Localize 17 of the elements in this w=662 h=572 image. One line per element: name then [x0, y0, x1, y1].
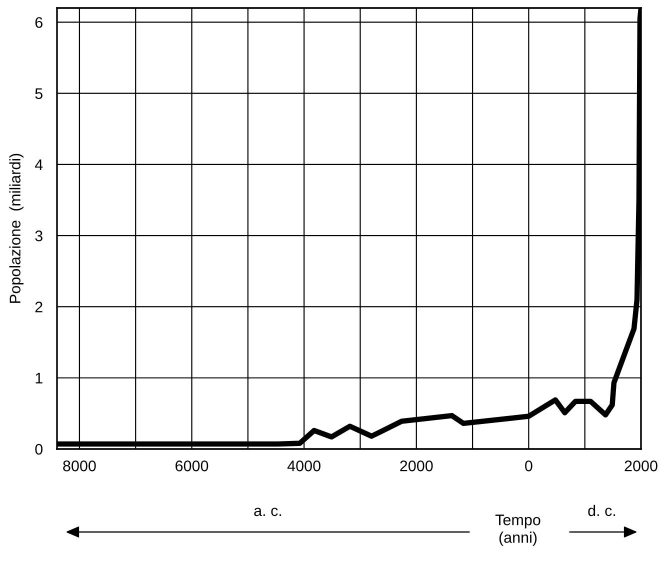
y-tick-label: 6: [35, 17, 42, 28]
text: a. c.: [254, 508, 282, 516]
y-tick-label: 0: [35, 444, 43, 455]
x-tick-label: 8000: [63, 460, 96, 472]
y-tick-label: 1: [36, 372, 42, 384]
text: Tempo (anni): [495, 514, 540, 546]
x-tick-label: 6000: [176, 460, 208, 472]
text: d. c.: [588, 504, 616, 516]
y-axis-title: Popolazione (miliardi): [9, 154, 24, 303]
y-tick-label: 2: [35, 302, 42, 312]
x-tick-label: 2000: [400, 460, 433, 472]
x-tick-label: 0: [525, 460, 532, 472]
y-tick-label: 3: [35, 230, 42, 242]
x-tick-label: 2000: [624, 460, 658, 472]
y-tick-label: 5: [35, 88, 42, 100]
x-tick-label: 4000: [287, 460, 320, 472]
y-tick-label: 4: [34, 160, 43, 170]
